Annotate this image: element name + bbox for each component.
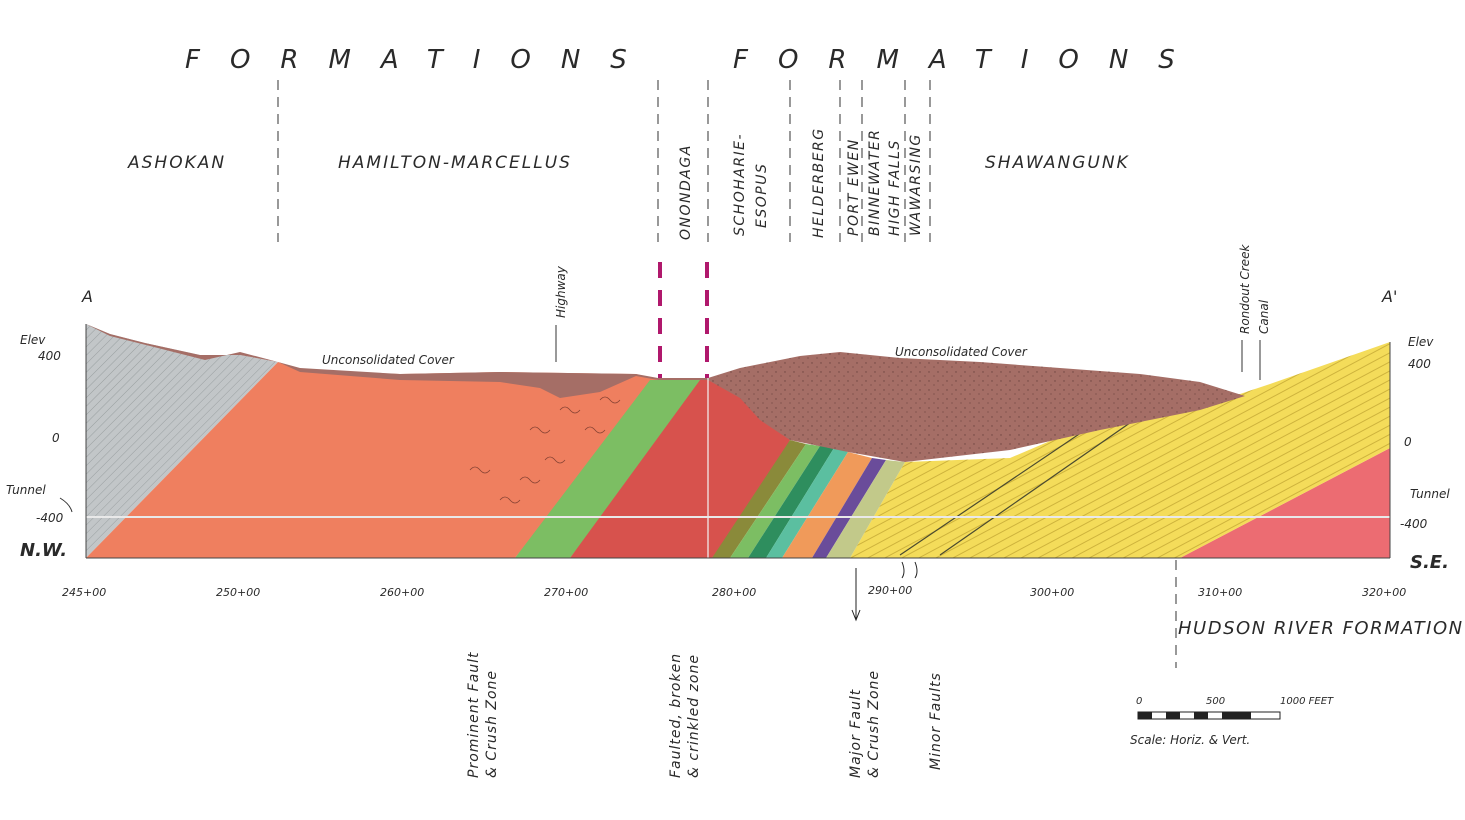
label-rondout-creek: Rondout Creek [1238,244,1252,334]
band-olive [712,440,806,558]
fault-annotations: Prominent Fault & Crush Zone Faulted, br… [466,652,944,778]
elev-right-minus400: -400 [1400,517,1428,531]
fault-faulted-1: Faulted, broken [668,653,684,778]
formation-port-ewen: PORT EWEN [846,138,862,236]
label-se: S.E. [1410,552,1449,573]
formation-high-falls: HIGH FALLS [887,139,903,236]
unit-onondaga [515,380,708,558]
formation-ashokan: ASHOKAN [127,153,226,173]
section-end-a-prime: A' [1381,287,1397,306]
band-teal [766,448,848,558]
elev-left-title: Elev [20,333,46,347]
formation-hamilton-marcellus: HAMILTON-MARCELLUS [338,153,572,173]
band-purple [812,458,886,558]
section-end-a: A [81,287,93,306]
elev-right-0: 0 [1404,435,1412,449]
band-orange [782,452,872,558]
band-khaki [826,460,905,558]
fault-faulted-2: & crinkled zone [686,654,702,778]
label-cover-left: Unconsolidated Cover [322,353,455,367]
label-tunnel-left: Tunnel [6,483,46,497]
scale-zero: 0 [1136,696,1142,707]
elevation-axis-right: Elev 400 0 -400 Tunnel S.E. [1400,335,1450,573]
station-label: 280+00 [712,586,756,599]
label-tunnel-right: Tunnel [1410,487,1450,501]
fault-markers [658,262,709,378]
formations-heading-left: FORMATIONS [185,45,657,75]
station-label: 300+00 [1030,586,1074,599]
formation-wawarsing: WAWARSING [908,133,924,236]
elev-right-title: Elev [1408,335,1434,349]
scale-mid: 500 [1206,696,1225,707]
elev-left-minus400: -400 [36,511,64,525]
scale-bar: 0 500 1000 FEET Scale: Horiz. & Vert. [1130,696,1334,747]
unit-red-shale-left [570,380,708,558]
band-green [730,444,820,558]
formation-onondaga: ONONDAGA [678,144,694,240]
label-cover-right: Unconsolidated Cover [895,345,1028,359]
scale-end: 1000 FEET [1280,696,1334,707]
fault-major-2: & Crush Zone [866,670,882,778]
formation-binnewater: BINNEWATER [867,129,883,236]
label-highway: Highway [554,265,568,318]
unit-hamilton-marcellus [86,362,658,558]
elev-left-0: 0 [52,431,60,445]
station-axis: 245+00 250+00 260+00 270+00 280+00 290+0… [62,584,1406,599]
scale-caption: Scale: Horiz. & Vert. [1130,733,1250,747]
fault-prominent-2: & Crush Zone [484,670,500,778]
station-label: 310+00 [1198,586,1242,599]
station-label: 260+00 [380,586,424,599]
elev-right-400: 400 [1408,357,1431,371]
station-label: 290+00 [868,584,912,597]
band-dark-green [748,446,834,558]
station-label: 320+00 [1362,586,1406,599]
fault-prominent-1: Prominent Fault [466,652,482,778]
formation-esopus: ESOPUS [754,163,770,228]
fault-minor: Minor Faults [928,672,944,770]
formation-hudson-river: HUDSON RIVER FORMATION [1178,618,1464,639]
formation-dividers [277,80,931,242]
station-label: 250+00 [216,586,260,599]
elevation-axis-left: Elev 400 0 -400 Tunnel N.W. [6,333,73,561]
formation-helderberg: HELDERBERG [811,127,827,238]
elev-left-400: 400 [38,349,61,363]
label-canal: Canal [1257,299,1271,334]
station-label: 245+00 [62,586,106,599]
fault-major-1: Major Fault [848,689,864,778]
formation-schoharie: SCHOHARIE- [732,133,748,236]
formation-shawangunk: SHAWANGUNK [985,153,1130,173]
label-nw: N.W. [20,540,67,561]
formations-heading-right: FORMATIONS [733,45,1205,75]
station-label: 270+00 [544,586,588,599]
crush-zone-texture [469,396,621,504]
